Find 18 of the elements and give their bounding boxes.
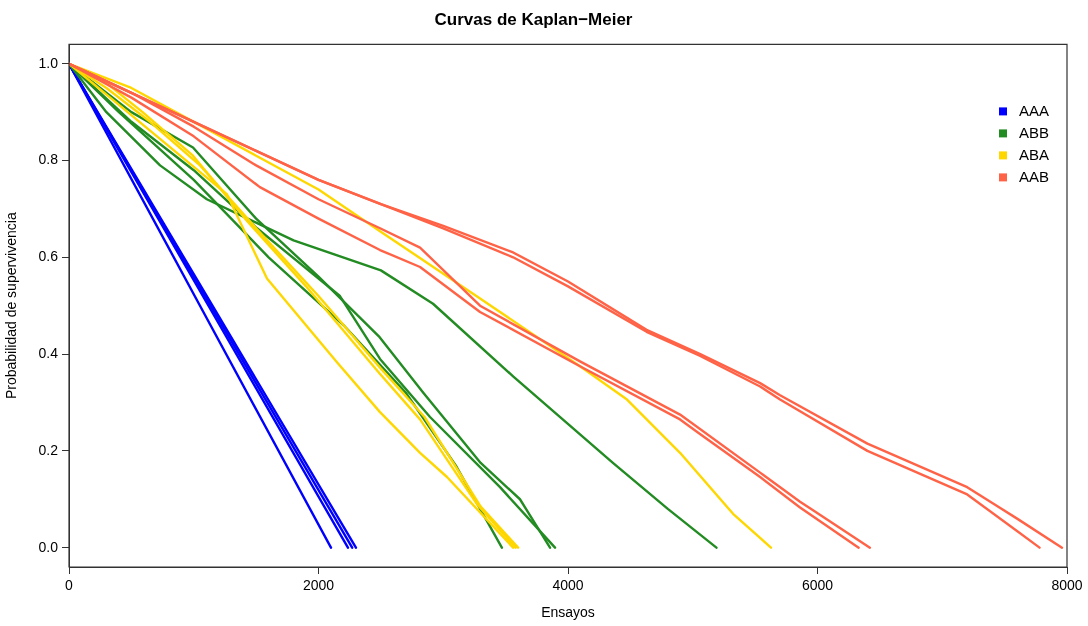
y-tick-label: 0.4 [38,344,59,361]
y-tick-label: 1.0 [38,54,59,71]
chart-title: Curvas de Kaplan−Meier [434,9,633,29]
y-tick-label: 0.8 [38,151,59,168]
legend-label: ABB [1018,123,1049,141]
legend-label: ABA [1018,145,1049,163]
y-tick-label: 0.6 [38,248,59,265]
x-tick-label: 2000 [302,577,335,594]
y-tick-label: 0.0 [38,538,59,555]
x-axis-title: Ensayos [541,604,595,621]
x-tick-label: 0 [65,577,74,594]
x-tick-label: 6000 [801,577,834,594]
x-tick-label: 4000 [552,577,584,594]
legend-label: AAB [1018,167,1049,185]
y-tick-label: 0.2 [38,441,59,458]
y-axis-title: Probabilidad de supervivencia [3,212,20,400]
x-tick-label: 8000 [1051,577,1083,594]
legend-label: AAA [1018,101,1049,119]
